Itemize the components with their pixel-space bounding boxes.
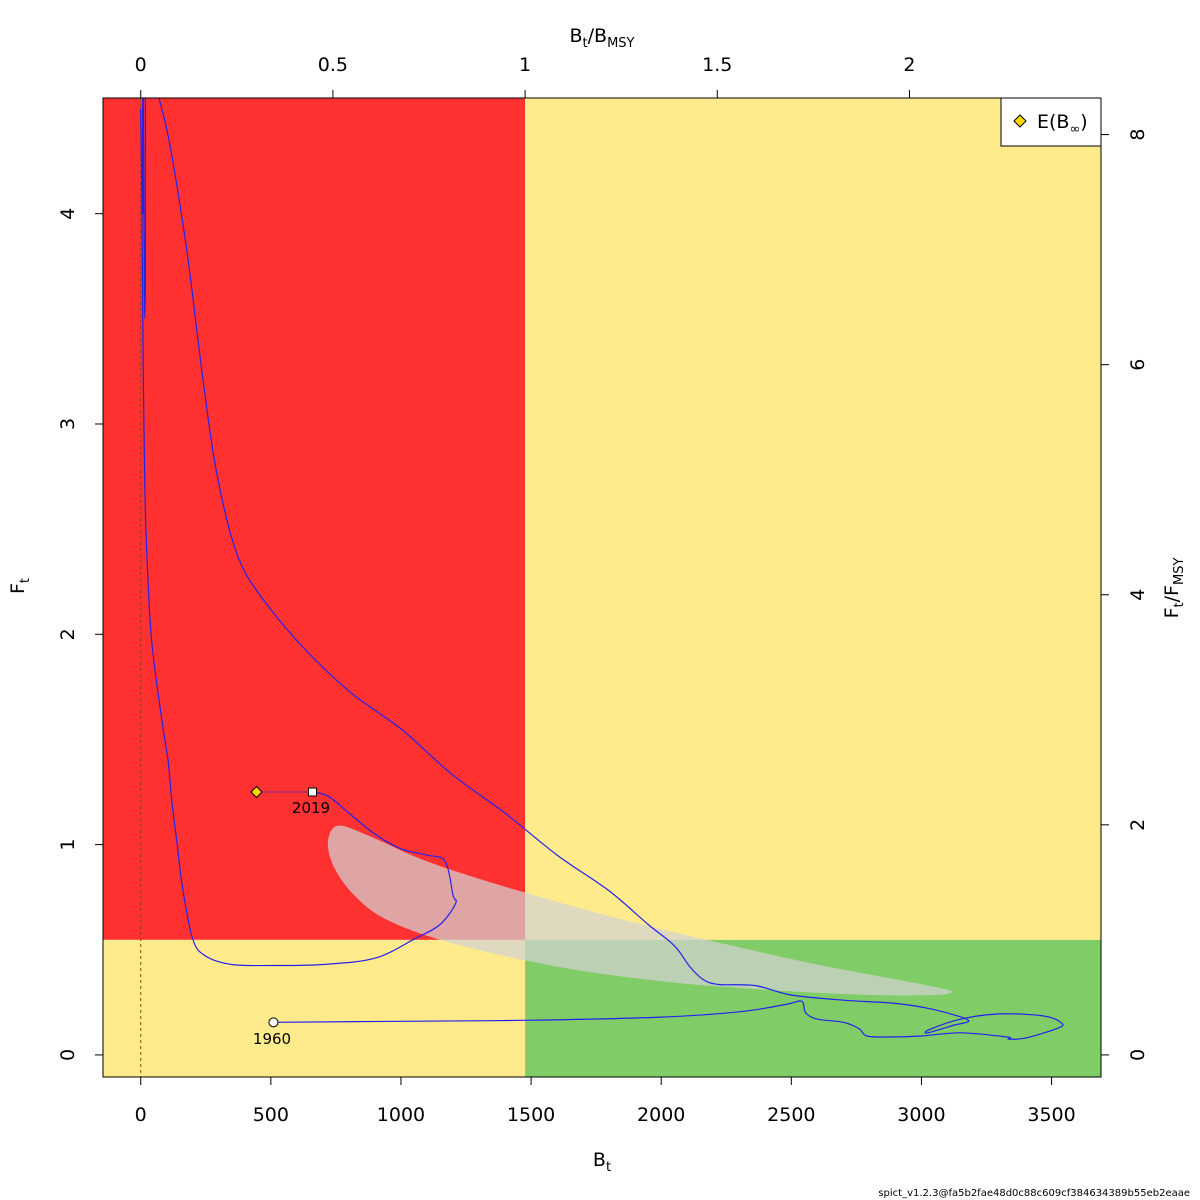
equilibrium-point	[250, 785, 263, 799]
x-axis-label: Bt	[593, 1149, 611, 1175]
trajectory-line-2	[140, 108, 457, 967]
y-axis-left: 0 1 2 3 4	[57, 208, 104, 1061]
y-tick-label: 2	[57, 628, 79, 640]
marker-layer	[250, 785, 317, 1028]
legend-diamond-marker	[1013, 114, 1027, 128]
right-tick-label: 2	[1127, 819, 1149, 831]
legend-label: E(B∞)	[1037, 111, 1088, 137]
x-tick-label: 1000	[377, 1104, 425, 1126]
x-tick-label: 1500	[507, 1104, 555, 1126]
trajectory-line-3	[142, 98, 147, 320]
legend: E(B∞)	[1000, 97, 1102, 147]
start-year-label: 1960	[253, 1030, 291, 1048]
zone-yellow-top	[525, 98, 1101, 940]
end-point	[307, 787, 317, 797]
right-tick-label: 0	[1127, 1049, 1149, 1061]
trajectory-line-1	[158, 98, 1064, 1040]
top-tick-label: 0	[135, 54, 147, 76]
end-year-label: 2019	[292, 799, 330, 817]
zone-yellow-bottom	[103, 939, 526, 1077]
y-axis-right: 0 2 4 6 8	[1100, 129, 1149, 1061]
top-tick-label: 0.5	[318, 54, 348, 76]
top-tick-label: 1	[519, 54, 531, 76]
x-axis-bottom: 0 500 1000 1500 2000 2500 3000 3500	[135, 1076, 1076, 1126]
top-tick-label: 2	[903, 54, 915, 76]
x-tick-label: 500	[253, 1104, 289, 1126]
x-tick-label: 3500	[1027, 1104, 1075, 1126]
right-tick-label: 4	[1127, 589, 1149, 601]
y-tick-label: 1	[57, 839, 79, 851]
y-tick-label: 0	[57, 1049, 79, 1061]
x-tick-label: 2000	[637, 1104, 685, 1126]
right-tick-label: 8	[1127, 129, 1149, 141]
top-axis-label: Bt/BMSY	[569, 25, 634, 51]
zone-red	[103, 98, 526, 940]
trajectory-layer	[140, 98, 1064, 1040]
x-tick-label: 0	[135, 1104, 147, 1126]
confidence-ellipse	[327, 825, 954, 996]
x-tick-label: 3000	[897, 1104, 945, 1126]
top-tick-label: 1.5	[702, 54, 732, 76]
y-axis-label: Ft	[7, 578, 33, 594]
right-tick-label: 6	[1127, 359, 1149, 371]
y-tick-label: 3	[57, 418, 79, 430]
right-axis-label: Ft/FMSY	[1161, 558, 1187, 619]
y-tick-label: 4	[57, 208, 79, 220]
x-axis-top: 0 0.5 1 1.5 2	[135, 54, 916, 99]
footer-version: spict_v1.2.3@fa5b2fae48d0c88c609cf384634…	[878, 1188, 1190, 1199]
confidence-ellipse-layer	[327, 825, 954, 996]
status-zones	[103, 98, 1101, 1077]
start-point	[268, 1017, 279, 1028]
x-tick-label: 2500	[767, 1104, 815, 1126]
